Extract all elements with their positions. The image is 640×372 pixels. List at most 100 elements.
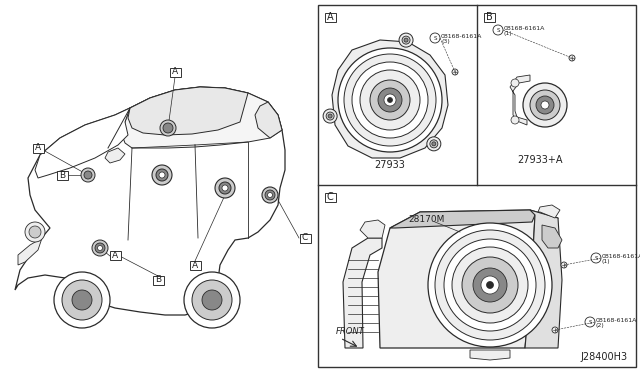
Circle shape xyxy=(486,282,493,289)
Text: A: A xyxy=(112,250,118,260)
Polygon shape xyxy=(343,238,382,348)
Polygon shape xyxy=(470,350,510,360)
Bar xyxy=(324,13,335,22)
Circle shape xyxy=(530,90,560,120)
Text: S: S xyxy=(496,28,500,32)
Circle shape xyxy=(444,239,536,331)
Circle shape xyxy=(541,101,549,109)
Circle shape xyxy=(344,54,436,146)
Polygon shape xyxy=(105,148,125,163)
Circle shape xyxy=(97,246,102,250)
Circle shape xyxy=(435,230,545,340)
Text: (2): (2) xyxy=(596,324,605,328)
Text: S: S xyxy=(595,256,598,260)
Circle shape xyxy=(92,240,108,256)
Polygon shape xyxy=(255,102,282,138)
Text: 08168-6161A: 08168-6161A xyxy=(602,253,640,259)
Circle shape xyxy=(523,83,567,127)
Text: C: C xyxy=(302,234,308,243)
Circle shape xyxy=(268,192,273,198)
Polygon shape xyxy=(538,205,560,218)
Text: (3): (3) xyxy=(441,39,450,45)
Circle shape xyxy=(25,222,45,242)
Circle shape xyxy=(29,226,41,238)
Circle shape xyxy=(326,112,334,120)
Circle shape xyxy=(72,290,92,310)
Circle shape xyxy=(585,317,595,327)
Circle shape xyxy=(481,276,499,294)
Circle shape xyxy=(360,70,420,130)
Circle shape xyxy=(152,165,172,185)
Polygon shape xyxy=(510,75,530,125)
Circle shape xyxy=(511,116,519,124)
Polygon shape xyxy=(122,87,282,148)
Circle shape xyxy=(462,257,518,313)
Circle shape xyxy=(338,48,442,152)
Text: 08168-6161A: 08168-6161A xyxy=(596,317,637,323)
Bar xyxy=(170,67,180,77)
Circle shape xyxy=(452,69,458,75)
Bar xyxy=(189,260,200,269)
Polygon shape xyxy=(18,238,42,265)
Circle shape xyxy=(536,96,554,114)
Circle shape xyxy=(427,137,441,151)
Circle shape xyxy=(84,171,92,179)
Circle shape xyxy=(452,247,528,323)
Circle shape xyxy=(156,169,168,181)
Circle shape xyxy=(222,185,228,191)
Circle shape xyxy=(159,172,165,178)
Polygon shape xyxy=(542,225,562,248)
Circle shape xyxy=(399,33,413,47)
Circle shape xyxy=(378,88,402,112)
Circle shape xyxy=(511,79,519,87)
Text: A: A xyxy=(172,67,178,77)
Text: 08168-6161A: 08168-6161A xyxy=(504,26,545,31)
Polygon shape xyxy=(360,220,385,238)
Circle shape xyxy=(219,182,231,194)
Circle shape xyxy=(352,62,428,138)
Bar xyxy=(324,192,335,202)
Text: 08168-6161A: 08168-6161A xyxy=(441,33,483,38)
Circle shape xyxy=(428,223,552,347)
Circle shape xyxy=(328,114,332,118)
Circle shape xyxy=(591,253,601,263)
Text: FRONT: FRONT xyxy=(336,327,365,337)
Circle shape xyxy=(54,272,110,328)
Polygon shape xyxy=(332,40,448,158)
Polygon shape xyxy=(15,87,285,315)
Text: A: A xyxy=(326,12,333,22)
Text: A: A xyxy=(35,144,41,153)
Text: B: B xyxy=(486,12,492,22)
Circle shape xyxy=(62,280,102,320)
Bar xyxy=(152,276,163,285)
Circle shape xyxy=(184,272,240,328)
Circle shape xyxy=(215,178,235,198)
Text: (1): (1) xyxy=(602,260,611,264)
Polygon shape xyxy=(35,108,130,178)
Text: B: B xyxy=(155,276,161,285)
Bar xyxy=(33,144,44,153)
Text: A: A xyxy=(192,260,198,269)
Circle shape xyxy=(163,123,173,133)
Polygon shape xyxy=(128,87,248,135)
Circle shape xyxy=(430,140,438,148)
Circle shape xyxy=(81,168,95,182)
Circle shape xyxy=(387,97,392,103)
Bar xyxy=(109,250,120,260)
Text: S: S xyxy=(433,35,436,41)
Circle shape xyxy=(323,109,337,123)
Circle shape xyxy=(432,142,436,146)
Circle shape xyxy=(192,280,232,320)
Text: C: C xyxy=(326,192,333,202)
Bar xyxy=(300,234,310,243)
Circle shape xyxy=(552,327,558,333)
Polygon shape xyxy=(390,210,558,228)
Circle shape xyxy=(202,290,222,310)
Circle shape xyxy=(404,38,408,42)
Text: 27933+A: 27933+A xyxy=(517,155,563,165)
Text: 28170M: 28170M xyxy=(408,215,444,224)
Bar xyxy=(56,170,67,180)
Circle shape xyxy=(265,190,275,200)
Circle shape xyxy=(384,94,396,106)
Text: S: S xyxy=(588,320,592,324)
